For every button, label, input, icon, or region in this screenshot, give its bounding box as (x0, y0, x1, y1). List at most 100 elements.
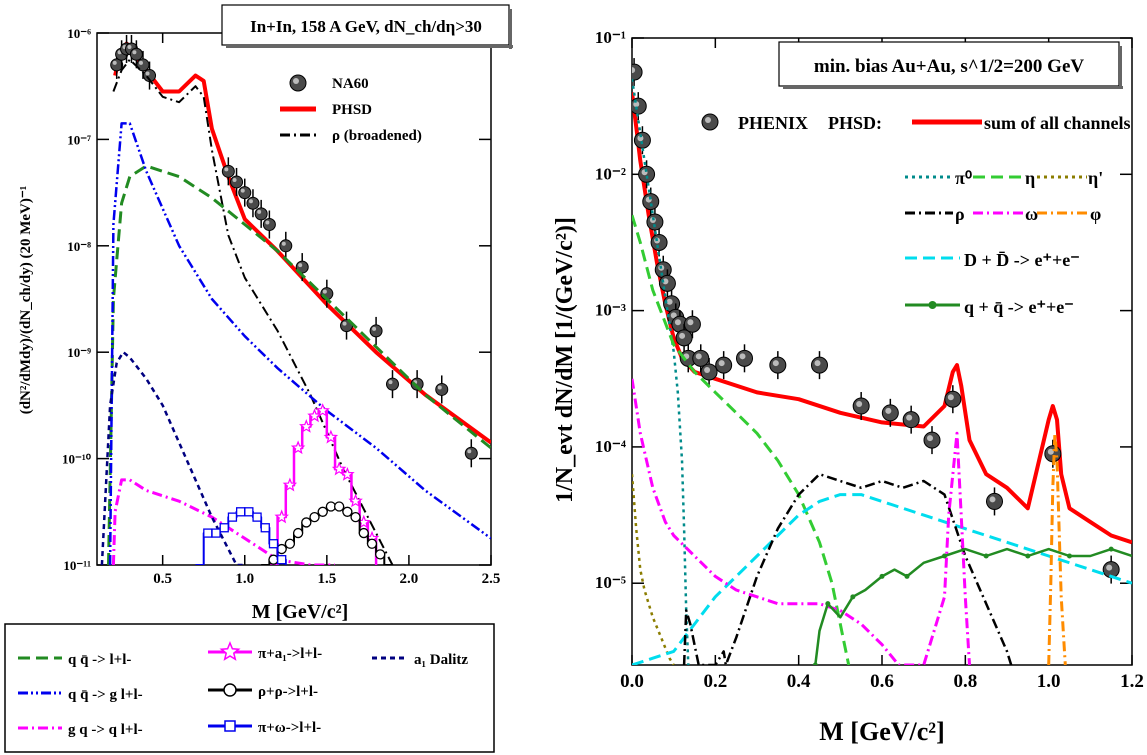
x-tick-label: 0.4 (787, 671, 811, 692)
series-marker (342, 506, 353, 517)
data-point-highlight (372, 326, 377, 331)
legend-label: g q -> q l+l- (68, 722, 143, 738)
series-marker (366, 538, 378, 549)
series-marker (983, 553, 989, 559)
data-point-highlight (1047, 448, 1054, 455)
right-title-box: min. bias Au+Au, s^1/2=200 GeV (778, 41, 1123, 89)
data-point-highlight (679, 332, 686, 339)
legend-label: sum of all channels (984, 113, 1131, 133)
legend-label: η (1025, 168, 1035, 188)
x-tick-label: 1.0 (235, 571, 254, 587)
data-point (129, 47, 143, 61)
series-q-q-e-e-line (814, 547, 1132, 665)
legend-label: η' (1088, 168, 1103, 188)
left-ylabel: (dN²/dMdy)/(dN_ch/dy) (20 MeV)⁻¹ (18, 186, 34, 415)
left-title-box: In+In, 158 A GeV, dN_ch/dη>30 (221, 4, 513, 49)
data-point-highlight (814, 360, 821, 367)
legend-marker (928, 301, 937, 309)
left-legend-bottom: q q̄ -> l+l-q q̄ -> g l+l-g q -> q l+l-π… (18, 641, 468, 738)
legend-marker-highlight (705, 117, 711, 123)
data-point-highlight (145, 71, 150, 76)
series-broadened-line (112, 58, 394, 565)
y-tick-label: 10⁻³ (595, 301, 626, 320)
data-point-highlight (670, 312, 677, 319)
legend-label: PHENIX (738, 113, 808, 133)
x-tick-label: 0.8 (953, 671, 977, 692)
data-point (369, 324, 383, 338)
data-point-highlight (704, 366, 711, 373)
data-point-highlight (772, 360, 779, 367)
series-g-q-q-l-l-line (111, 478, 335, 565)
series-marker (309, 511, 320, 523)
legend-label: PHSD (332, 102, 372, 118)
y-tick-label: 10⁻⁵ (595, 573, 626, 592)
data-point-highlight (885, 407, 892, 414)
series-marker (1108, 546, 1114, 552)
x-tick-label: 0.6 (870, 671, 894, 692)
legend-label: a₁ Dalitz (414, 652, 468, 668)
series-marker (301, 517, 312, 528)
left-legend-bottom-box (4, 623, 495, 753)
data-point-highlight (240, 188, 245, 193)
data-point-highlight (265, 220, 270, 225)
x-tick-label: 0.2 (703, 671, 727, 692)
data-point-highlight (127, 44, 132, 49)
series-marker (315, 403, 330, 417)
x-tick-label: 1.0 (1037, 671, 1061, 692)
legend-label: q q̄ -> g l+l- (68, 687, 143, 703)
series-series-line (682, 472, 1013, 665)
left-title: In+In, 158 A GeV, dN_ch/dη>30 (250, 17, 482, 36)
legend-marker (224, 720, 236, 732)
series-marker (268, 539, 279, 549)
left-series-group (100, 34, 491, 565)
series-marker (825, 601, 831, 607)
x-tick-label: 1.5 (317, 571, 336, 587)
y-tick-label: 10⁻⁹ (67, 345, 91, 360)
data-point-highlight (257, 209, 262, 214)
series-d-d-e-e-line (632, 493, 1132, 665)
data-point-highlight (248, 199, 253, 204)
data-point (632, 63, 643, 81)
y-tick-label: 10⁻⁴ (595, 437, 626, 456)
data-point-highlight (718, 360, 725, 367)
series-series-line (632, 474, 675, 665)
data-point-highlight (989, 496, 996, 503)
series-marker (1067, 553, 1072, 559)
series-marker (307, 408, 322, 423)
data-point-highlight (906, 414, 913, 421)
series-marker (331, 461, 347, 476)
x-tick-label: 2.0 (400, 571, 419, 587)
data-point-highlight (927, 435, 933, 442)
x-tick-label: 1.2 (1120, 671, 1144, 692)
right-xlabel: M [GeV/c²] (819, 717, 944, 746)
series-marker (850, 594, 856, 600)
data-point-highlight (298, 263, 303, 268)
legend-marker-highlight (293, 78, 299, 84)
legend-label: φ (1090, 204, 1101, 224)
series-sum-of-all-channels-line (632, 92, 1132, 545)
legend-marker (219, 641, 241, 661)
data-point-highlight (1106, 564, 1113, 571)
legend-label: NA60 (332, 76, 369, 92)
series-marker (812, 662, 818, 665)
left-panel: 0.5 1.0 1.5 2.0 2.5 10⁻¹¹ 10⁻¹⁰ 10⁻⁹ 10⁻⁸ 10⁻⁷ 10⁻… (4, 4, 513, 753)
data-point-highlight (467, 449, 472, 454)
right-title: min. bias Au+Au, s^1/2=200 GeV (814, 56, 1085, 77)
series-marker (323, 429, 339, 444)
legend-label: π⁰ (955, 168, 972, 188)
y-tick-label: 10⁻¹¹ (63, 558, 91, 573)
series-na60-points (110, 34, 478, 468)
data-point-highlight (632, 67, 636, 74)
series-q-q-g-l-l-line (108, 122, 491, 565)
series-phenix-points (632, 58, 1120, 584)
data-point-highlight (739, 353, 746, 360)
data-point-highlight (138, 60, 143, 65)
series-a-dalitz-line (100, 350, 245, 565)
data-point (246, 196, 260, 210)
series-marker (277, 555, 287, 565)
x-tick-label: 2.5 (482, 571, 501, 587)
data-point-highlight (666, 298, 673, 305)
legend-label: D + D̄ -> e⁺+e⁻ (964, 250, 1080, 270)
legend-label: q + q̄ -> e⁺+e⁻ (964, 297, 1074, 317)
legend-marker (223, 683, 237, 697)
